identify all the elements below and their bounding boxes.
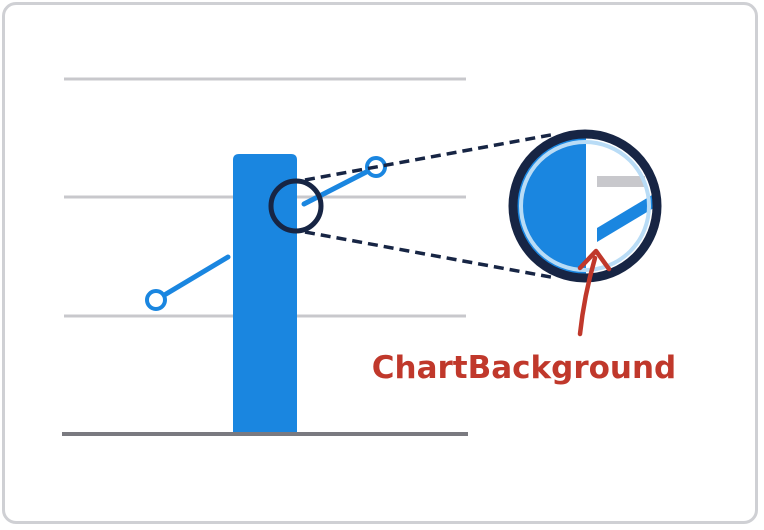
curved-arrow-icon bbox=[577, 248, 612, 337]
zoom-connector-top bbox=[304, 132, 557, 182]
focus-circle bbox=[268, 178, 324, 234]
chart-bar bbox=[233, 154, 297, 434]
line-segment-right bbox=[301, 164, 379, 207]
zoom-connector-lines bbox=[304, 132, 557, 280]
zoom-connector-bottom bbox=[304, 230, 557, 280]
callout-label: ChartBackground bbox=[372, 350, 677, 386]
magnified-gridline bbox=[597, 176, 645, 187]
magnifier-inner-ring bbox=[519, 140, 651, 272]
line-segment-left bbox=[153, 254, 231, 303]
magnifier-icon bbox=[508, 129, 662, 283]
line-point-marker-left bbox=[145, 289, 167, 311]
magnified-line-segment bbox=[597, 189, 655, 242]
magnifier-ring bbox=[508, 129, 662, 283]
line-series bbox=[153, 164, 379, 303]
